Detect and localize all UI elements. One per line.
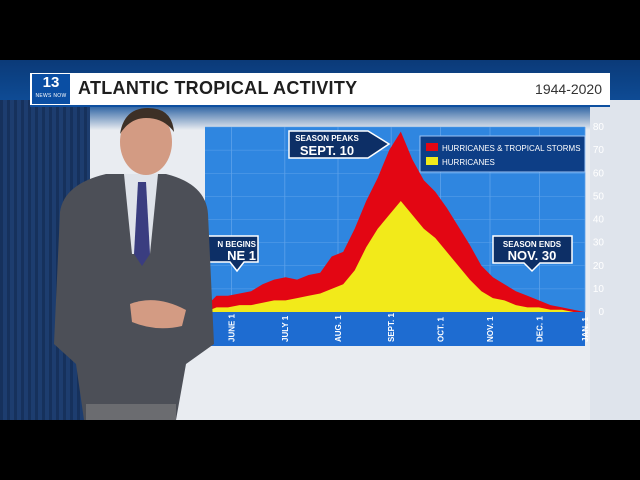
callout-begin-line2: NE 1: [227, 248, 256, 263]
page-title: ATLANTIC TROPICAL ACTIVITY: [78, 78, 358, 98]
callout-begin-line1: N BEGINS: [217, 240, 256, 249]
y-tick-label: 30: [593, 238, 605, 249]
station-logo: 13 NEWS NOW: [32, 74, 70, 104]
callout-end-line2: NOV. 30: [508, 248, 557, 263]
presenter-hands: [130, 300, 186, 329]
presenter-head: [120, 109, 172, 175]
series-area-hurricanes: [205, 201, 585, 312]
y-tick-label: 40: [593, 215, 605, 226]
callout-peak-line2: SEPT. 10: [300, 143, 354, 158]
legend-label-hurricanes: HURRICANES: [442, 158, 495, 167]
x-tick-label: DEC. 1: [535, 316, 544, 342]
callout-season-ends: SEASON ENDS NOV. 30: [492, 235, 573, 273]
presenter-tie: [134, 182, 150, 266]
y-axis-ticks: 0 10 20 30 40 50 60 70 80: [593, 122, 605, 318]
callout-end-line1: SEASON ENDS: [503, 240, 562, 249]
callout-peak-line1: SEASON PEAKS: [295, 134, 359, 143]
presenter: [54, 108, 214, 420]
presenter-trousers: [86, 404, 176, 420]
broadcast-frame: JUNE 1 JULY 1 AUG. 1 SEPT. 1 OCT. 1 NOV. 1 DEC…: [0, 60, 640, 420]
x-tick-label: JULY 1: [281, 315, 290, 342]
chart: JUNE 1 JULY 1 AUG. 1 SEPT. 1 OCT. 1 NOV. 1 DEC…: [204, 122, 605, 346]
x-tick-label: JAN. 1: [581, 317, 590, 342]
x-tick-label: AUG. 1: [334, 315, 343, 342]
x-tick-label: JUNE 1: [228, 313, 237, 342]
logo-subtitle: NEWS NOW: [35, 93, 67, 99]
legend-label-storms: HURRICANES & TROPICAL STORMS: [442, 144, 581, 153]
x-axis-panel: [205, 312, 585, 346]
year-range: 1944-2020: [535, 81, 602, 97]
legend: HURRICANES & TROPICAL STORMS HURRICANES: [419, 135, 586, 173]
y-tick-label: 60: [593, 168, 605, 179]
legend-swatch-red: [426, 143, 438, 151]
logo-number: 13: [42, 74, 60, 91]
callout-end-shape: [492, 235, 573, 273]
callout-season-peaks: SEASON PEAKS SEPT. 10: [288, 130, 391, 159]
studio-wall-right: [590, 100, 640, 420]
x-tick-label: NOV. 1: [486, 316, 495, 342]
y-tick-label: 0: [598, 307, 604, 318]
legend-box: [419, 135, 586, 173]
y-tick-label: 80: [593, 122, 605, 133]
presenter-hair: [120, 108, 174, 134]
x-tick-label: OCT. 1: [437, 317, 446, 342]
x-axis-ticks: JUNE 1 JULY 1 AUG. 1 SEPT. 1 OCT. 1 NOV. 1 DEC…: [228, 313, 590, 342]
y-tick-label: 50: [593, 191, 605, 202]
y-tick-label: 70: [593, 145, 605, 156]
y-tick-label: 10: [593, 284, 605, 295]
legend-swatch-yellow: [426, 157, 438, 165]
title-bar: 13 NEWS NOW ATLANTIC TROPICAL ACTIVITY 1…: [30, 73, 610, 107]
y-tick-label: 20: [593, 261, 605, 272]
presenter-jacket: [54, 174, 214, 420]
callout-peak-shape: [288, 130, 391, 159]
x-tick-label: SEPT. 1: [387, 313, 396, 342]
